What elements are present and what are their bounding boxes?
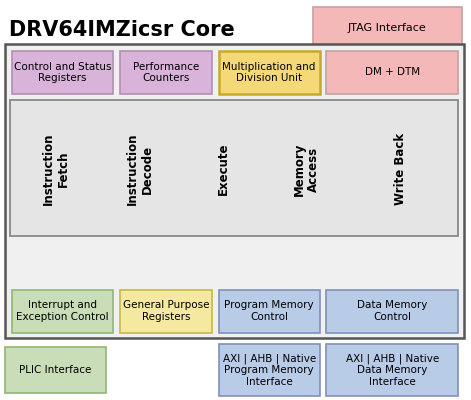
Text: Performance
Counters: Performance Counters <box>133 62 199 83</box>
FancyBboxPatch shape <box>313 7 462 50</box>
Text: Memory
Access: Memory Access <box>292 142 320 196</box>
FancyBboxPatch shape <box>268 108 345 230</box>
Text: General Purpose
Registers: General Purpose Registers <box>123 300 209 322</box>
FancyBboxPatch shape <box>12 290 113 333</box>
FancyBboxPatch shape <box>101 108 178 230</box>
Text: Instruction
Fetch: Instruction Fetch <box>42 133 70 205</box>
Text: AXI | AHB | Native
Data Memory
Interface: AXI | AHB | Native Data Memory Interface <box>346 353 439 387</box>
FancyBboxPatch shape <box>120 51 212 94</box>
FancyBboxPatch shape <box>219 290 320 333</box>
Text: Interrupt and
Exception Control: Interrupt and Exception Control <box>16 300 109 322</box>
FancyBboxPatch shape <box>5 347 106 393</box>
Text: Multiplication and
Division Unit: Multiplication and Division Unit <box>222 62 316 83</box>
Text: PLIC Interface: PLIC Interface <box>19 365 91 375</box>
Text: DRV64IMZicsr Core: DRV64IMZicsr Core <box>9 20 235 40</box>
FancyBboxPatch shape <box>326 344 458 396</box>
Text: JTAG Interface: JTAG Interface <box>348 23 427 33</box>
Text: Control and Status
Registers: Control and Status Registers <box>14 62 111 83</box>
FancyBboxPatch shape <box>120 290 212 333</box>
Text: Execute: Execute <box>217 143 229 195</box>
FancyBboxPatch shape <box>5 44 464 338</box>
Text: DM + DTM: DM + DTM <box>365 67 420 77</box>
FancyBboxPatch shape <box>326 290 458 333</box>
FancyBboxPatch shape <box>18 108 95 230</box>
FancyBboxPatch shape <box>219 344 320 396</box>
Text: Data Memory
Control: Data Memory Control <box>357 300 428 322</box>
Text: Write Back: Write Back <box>394 133 407 205</box>
FancyBboxPatch shape <box>185 108 261 230</box>
FancyBboxPatch shape <box>351 108 450 230</box>
FancyBboxPatch shape <box>326 51 458 94</box>
Text: Instruction
Decode: Instruction Decode <box>126 133 154 205</box>
FancyBboxPatch shape <box>10 100 458 236</box>
FancyBboxPatch shape <box>12 51 113 94</box>
Text: Program Memory
Control: Program Memory Control <box>224 300 314 322</box>
FancyBboxPatch shape <box>219 51 320 94</box>
Text: AXI | AHB | Native
Program Memory
Interface: AXI | AHB | Native Program Memory Interf… <box>223 353 316 387</box>
